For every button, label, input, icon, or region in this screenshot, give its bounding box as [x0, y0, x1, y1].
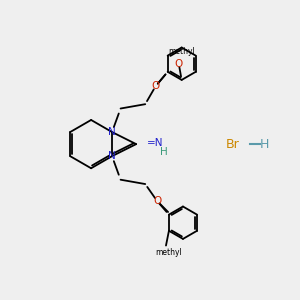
- Text: O: O: [152, 81, 160, 91]
- Text: =N: =N: [147, 138, 164, 148]
- Text: methyl: methyl: [168, 47, 195, 56]
- Text: O: O: [153, 196, 161, 206]
- Text: Br: Br: [226, 138, 239, 151]
- Text: N: N: [108, 127, 116, 137]
- Text: N: N: [108, 151, 116, 161]
- Text: H: H: [160, 147, 167, 157]
- Text: H: H: [260, 138, 269, 151]
- Text: methyl: methyl: [156, 248, 182, 257]
- Text: O: O: [175, 59, 183, 69]
